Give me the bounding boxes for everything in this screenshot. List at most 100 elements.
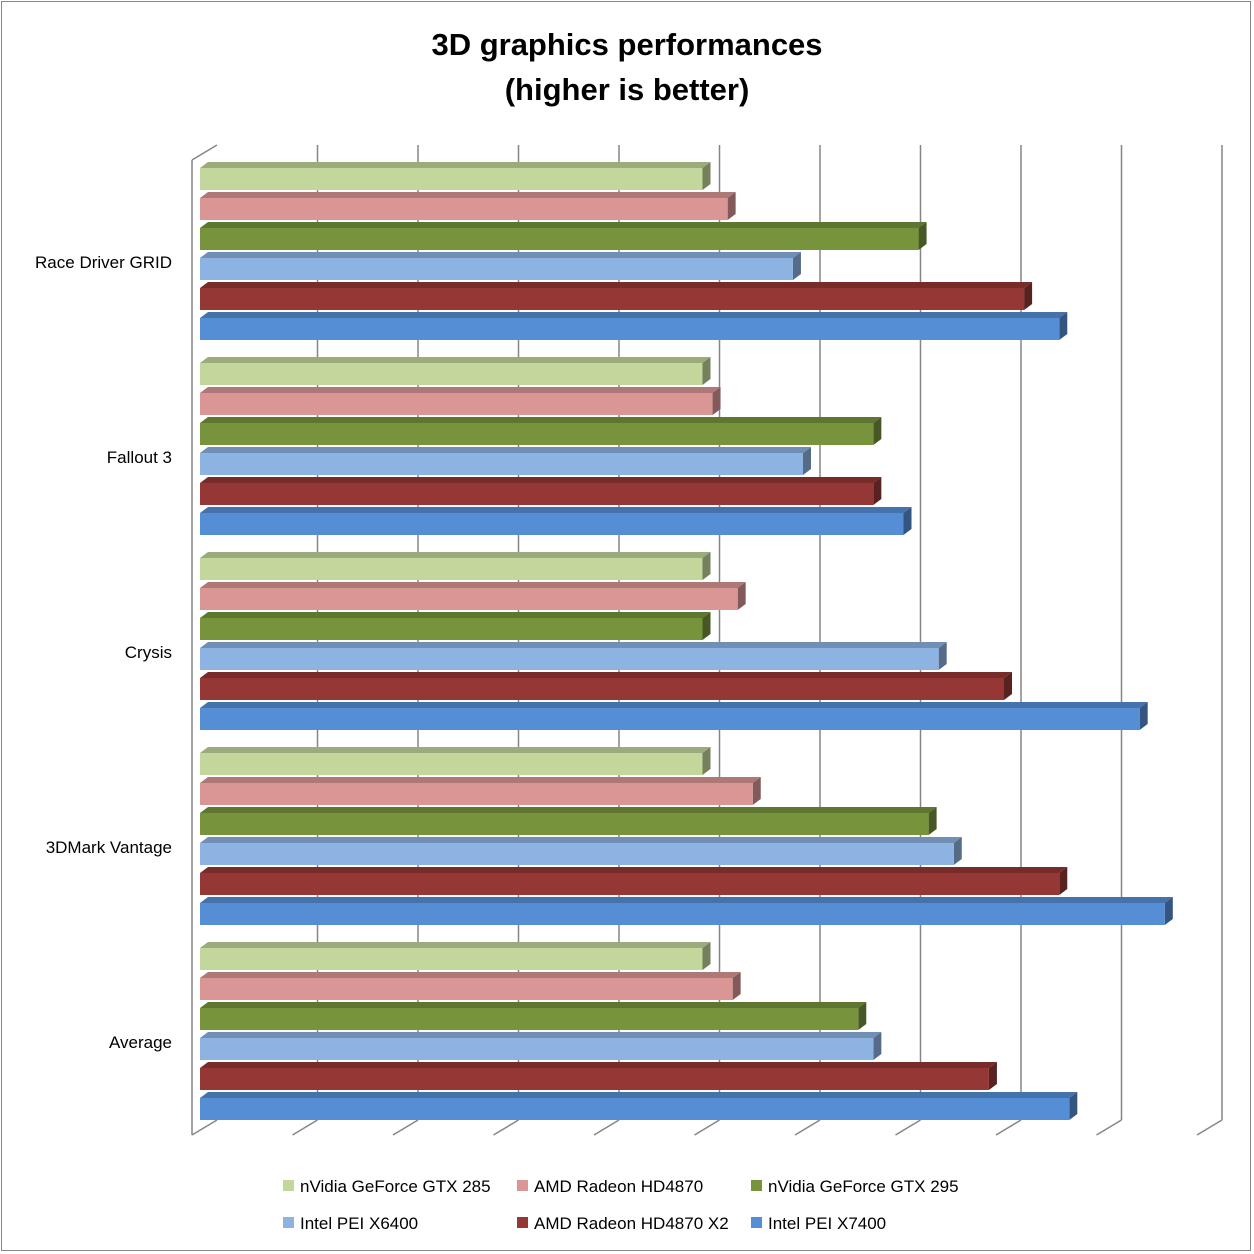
floor-tick <box>392 1119 419 1136</box>
legend-swatch <box>517 1217 528 1228</box>
floor-tick <box>292 1119 318 1136</box>
bar-top <box>200 807 937 813</box>
bar-side <box>1069 1092 1078 1120</box>
bar <box>200 978 733 1000</box>
floor-tick <box>191 1119 218 1136</box>
bar-top <box>200 447 811 453</box>
bar-side <box>1164 897 1173 925</box>
floor-tick <box>995 1119 1022 1136</box>
bar <box>200 483 874 505</box>
bar-top <box>200 357 711 363</box>
legend-label: Intel PEI X7400 <box>768 1214 886 1233</box>
chart-subtitle: (higher is better) <box>504 72 750 107</box>
bar <box>200 708 1140 730</box>
bar <box>200 948 703 970</box>
bar-top <box>200 417 882 423</box>
bar-top <box>200 222 927 228</box>
bar-top <box>200 1002 867 1008</box>
bar-side <box>873 1032 882 1060</box>
bar-top <box>200 507 912 513</box>
legend-label: AMD Radeon HD4870 <box>534 1177 703 1196</box>
bar <box>200 1068 989 1090</box>
bar-top <box>200 1032 882 1038</box>
bar <box>200 1038 874 1060</box>
bar-top <box>200 867 1068 873</box>
bar <box>200 903 1165 925</box>
legend-swatch <box>517 1180 528 1191</box>
bar-top <box>200 387 721 393</box>
bar-top <box>200 477 882 483</box>
legend-label: AMD Radeon HD4870 X2 <box>534 1214 729 1233</box>
bar <box>200 363 703 385</box>
category-label: Crysis <box>125 643 172 662</box>
legend-label: nVidia GeForce GTX 295 <box>768 1177 959 1196</box>
floor-tick <box>1096 1119 1122 1136</box>
legend-label: Intel PEI X6400 <box>300 1214 418 1233</box>
bar-side <box>873 477 882 505</box>
bar-top <box>200 552 711 558</box>
bar <box>200 513 904 535</box>
bar-side <box>1024 282 1033 310</box>
bar <box>200 783 753 805</box>
bar-side <box>938 642 947 670</box>
category-label: Race Driver GRID <box>35 253 172 272</box>
bar <box>200 393 713 415</box>
bar <box>200 813 929 835</box>
bar-top <box>200 702 1148 708</box>
bar <box>200 648 939 670</box>
bar-side <box>702 612 711 640</box>
bar-side <box>712 387 721 415</box>
bar-side <box>918 222 927 250</box>
bar <box>200 753 703 775</box>
bar-top <box>200 252 801 258</box>
bar-side <box>752 777 761 805</box>
bar-side <box>1004 672 1012 700</box>
bar <box>200 678 1004 700</box>
bar-side <box>1059 312 1068 340</box>
category-label: Fallout 3 <box>107 448 172 467</box>
chart-title-main: 3D graphics performances <box>431 27 823 62</box>
floor-tick <box>593 1119 620 1136</box>
bar-top <box>200 747 711 753</box>
bar-top <box>200 1092 1078 1098</box>
bar <box>200 258 793 280</box>
bar <box>200 588 738 610</box>
bar <box>200 558 703 580</box>
bar-top <box>200 897 1173 903</box>
bar-top <box>200 942 711 948</box>
bar-side <box>702 357 711 385</box>
bar-top <box>200 612 711 618</box>
bar-side <box>953 837 962 865</box>
bar <box>200 168 703 190</box>
bar-top <box>200 672 1012 678</box>
bar-side <box>702 162 711 190</box>
floor-tick <box>1196 1119 1223 1136</box>
bar-side <box>1059 867 1068 895</box>
floor-tick <box>493 1119 519 1136</box>
legend-swatch <box>751 1217 762 1228</box>
bar-side <box>702 942 711 970</box>
bar-side <box>803 447 811 475</box>
bar <box>200 453 803 475</box>
bar <box>200 618 703 640</box>
bar-side <box>702 552 711 580</box>
bar <box>200 288 1025 310</box>
bar-top <box>200 312 1068 318</box>
category-label: 3DMark Vantage <box>46 838 172 857</box>
bar <box>200 423 874 445</box>
bar-side <box>873 417 882 445</box>
bar-side <box>1139 702 1148 730</box>
bar <box>200 228 919 250</box>
bar-top <box>200 642 947 648</box>
bar-side <box>727 192 736 220</box>
y-axis-top <box>191 144 218 161</box>
legend-swatch <box>283 1180 294 1191</box>
bar-side <box>858 1002 867 1030</box>
bar <box>200 318 1060 340</box>
bar-top <box>200 162 711 168</box>
floor-tick <box>895 1119 921 1136</box>
bar <box>200 1008 859 1030</box>
category-label: Average <box>109 1033 172 1052</box>
